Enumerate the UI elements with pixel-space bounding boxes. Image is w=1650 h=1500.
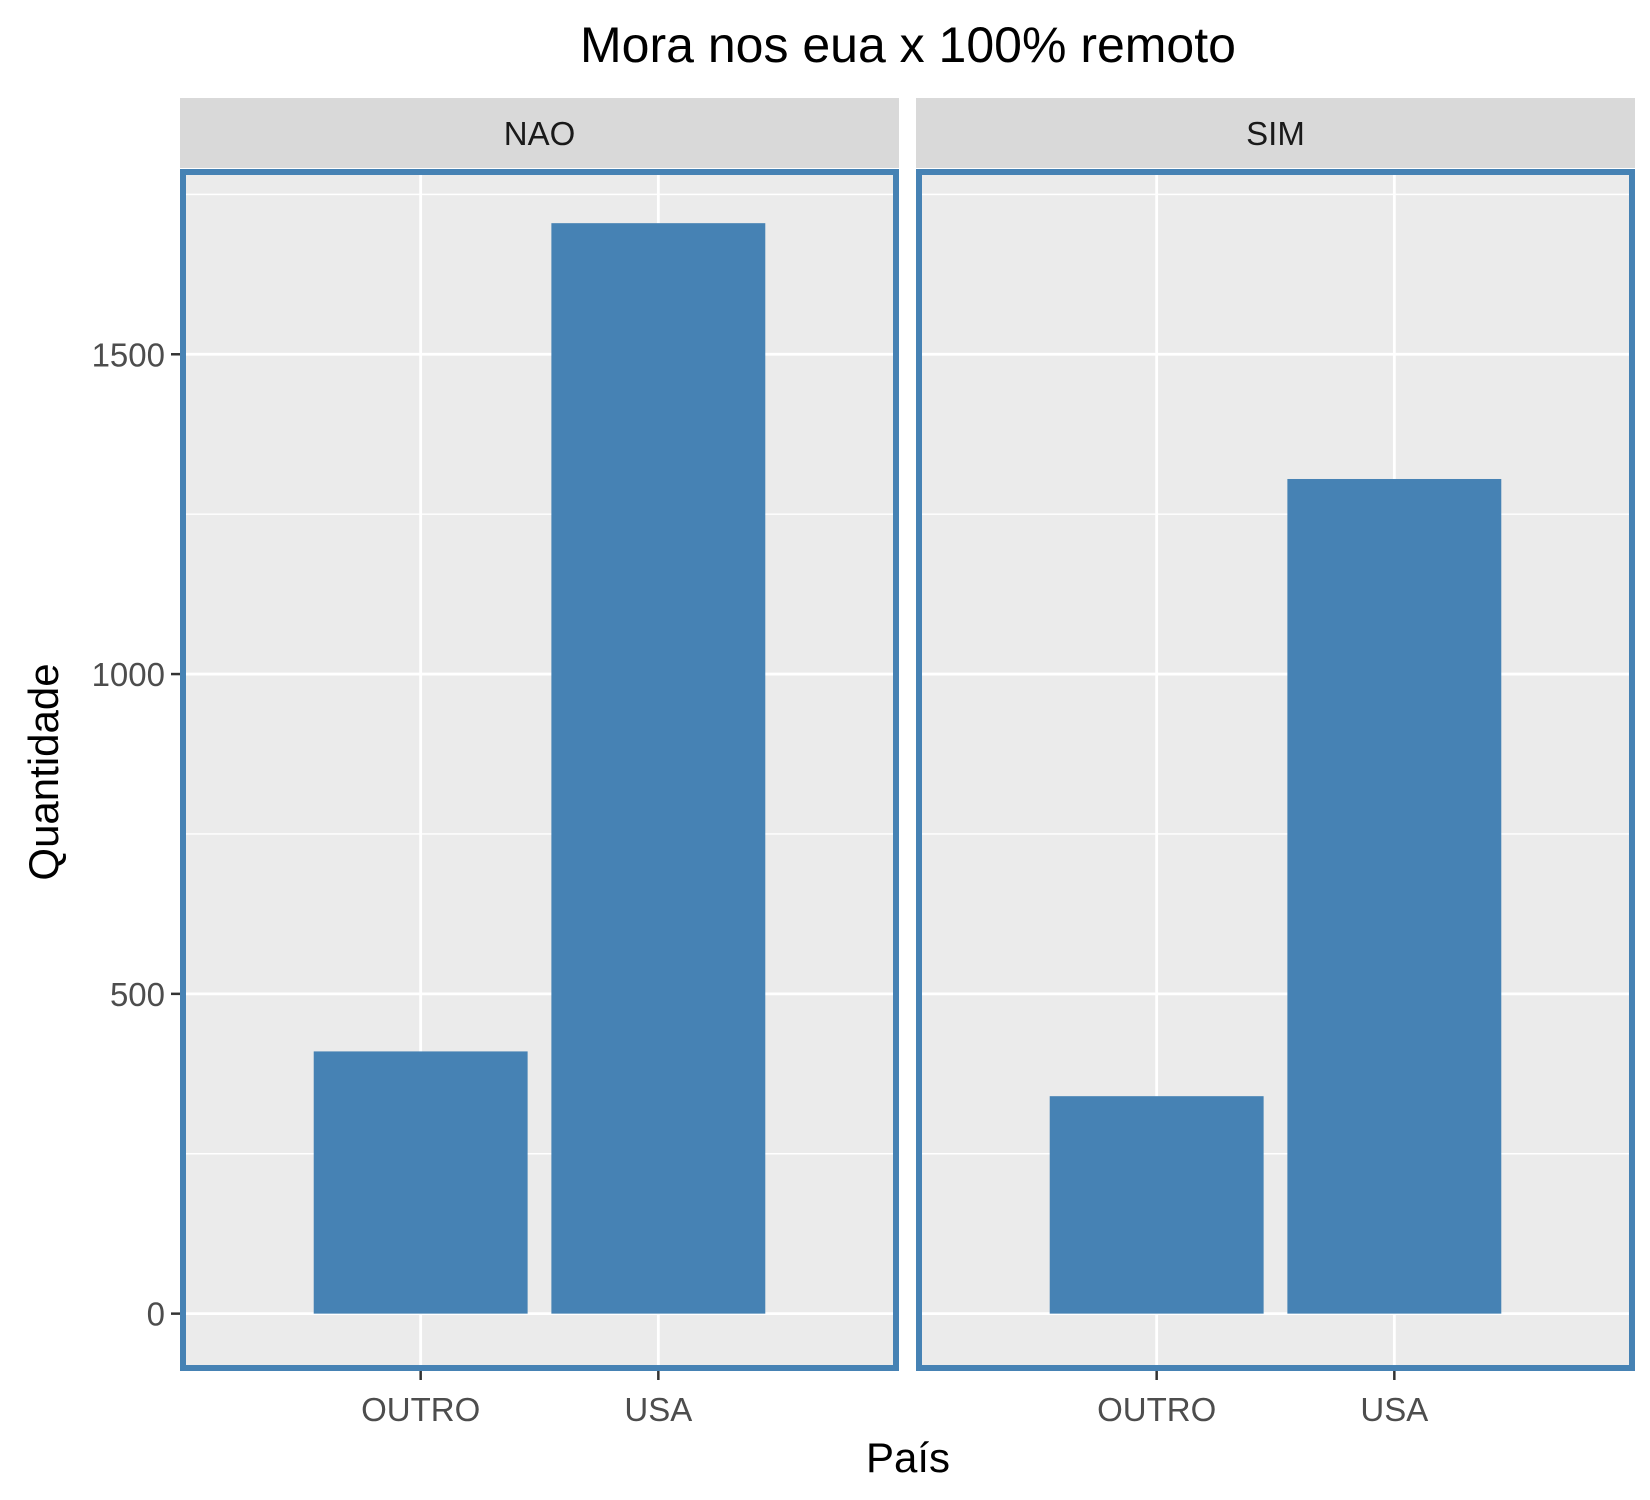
bar-nao-outro	[313, 1051, 528, 1314]
x-tick-label: USA	[624, 1391, 692, 1428]
x-axis-title: País	[866, 1434, 950, 1481]
bar-sim-outro	[1049, 1096, 1264, 1314]
y-tick-label: 500	[110, 976, 165, 1013]
facet-strip-label: NAO	[504, 115, 576, 152]
facet-strip	[916, 98, 1635, 168]
y-axis: 0 500 1000 1500	[92, 336, 180, 1333]
panel-background	[919, 172, 1632, 1368]
y-tick-label: 1500	[92, 336, 165, 373]
chart-title: Mora nos eua x 100% remoto	[580, 17, 1236, 73]
y-tick-label: 1000	[92, 656, 165, 693]
panel-background	[183, 172, 896, 1368]
facet-strip-label: SIM	[1246, 115, 1305, 152]
panel-border	[180, 169, 899, 1371]
facet-panel-sim: SIM OUTRO USA	[916, 98, 1635, 1428]
facet-panels: NAO OUTRO USA SIM OUTRO USA	[180, 98, 1635, 1428]
y-axis-title: Quantidade	[20, 663, 67, 880]
panel-border	[916, 169, 1635, 1371]
bar-sim-usa	[1287, 478, 1502, 1314]
x-tick-label: OUTRO	[1097, 1391, 1216, 1428]
x-tick-label: USA	[1360, 1391, 1428, 1428]
x-tick-label: OUTRO	[361, 1391, 480, 1428]
y-tick-label: 0	[147, 1296, 165, 1333]
facet-strip	[180, 98, 899, 168]
bar-nao-usa	[551, 223, 766, 1314]
facet-panel-nao: NAO OUTRO USA	[180, 98, 899, 1428]
